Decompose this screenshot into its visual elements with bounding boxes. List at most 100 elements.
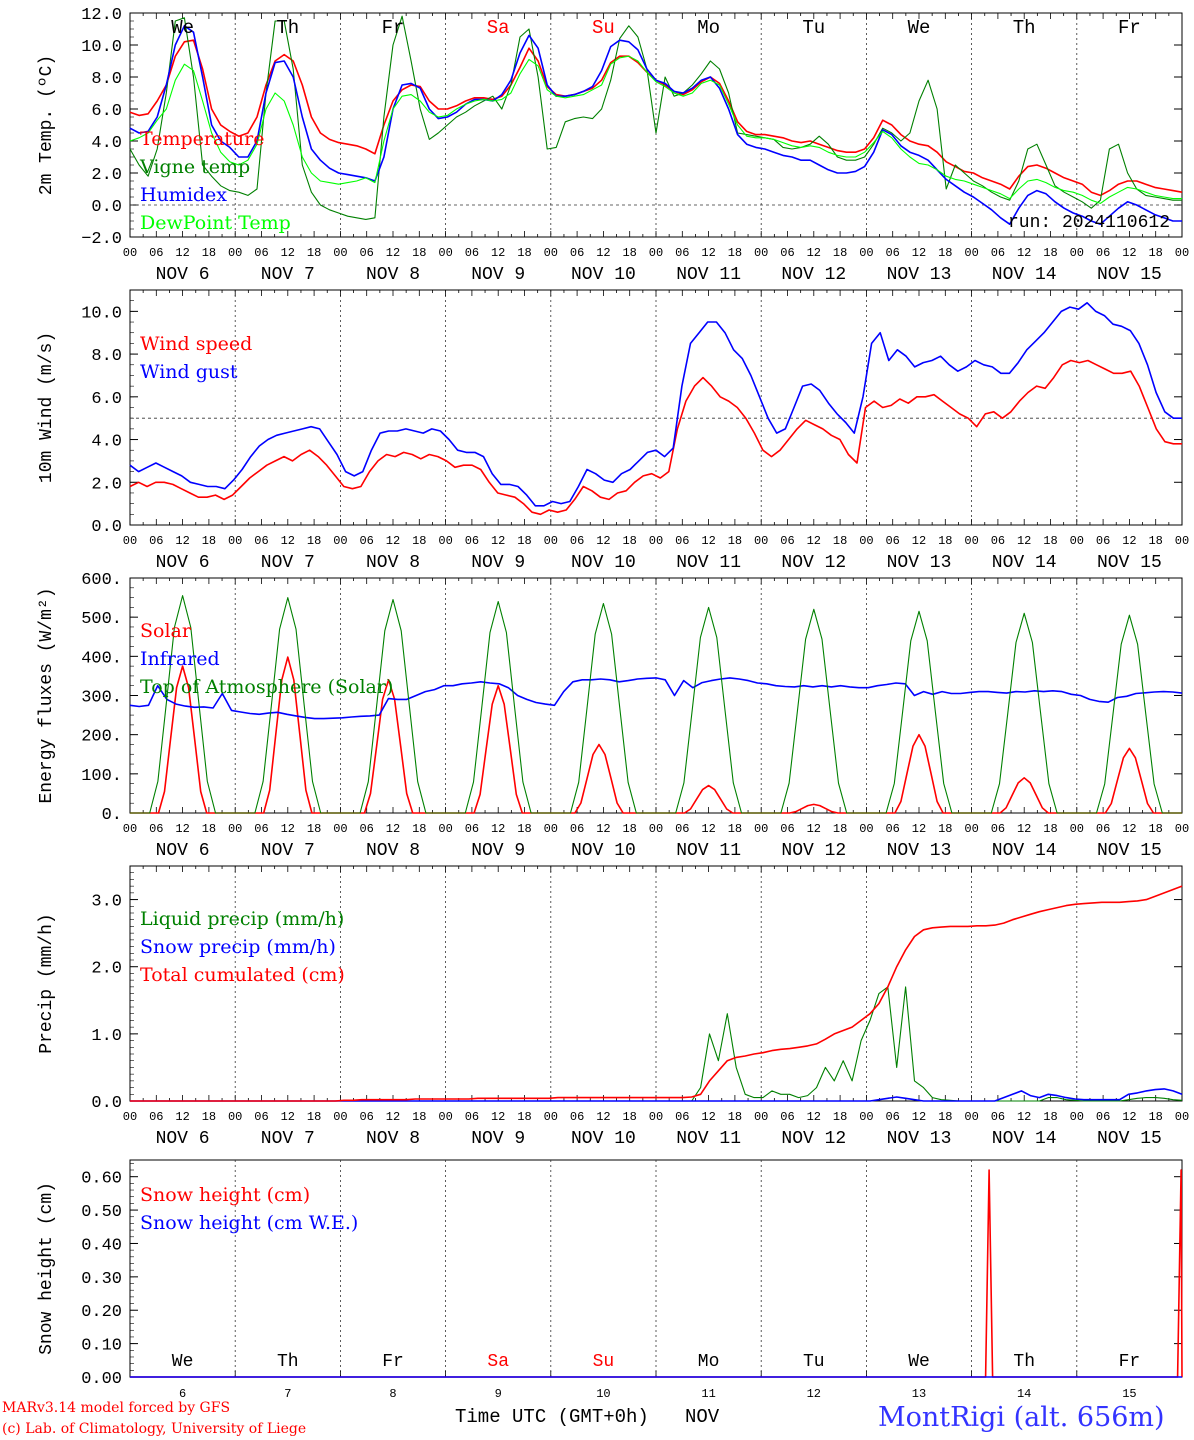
hour-tick-label: 06 <box>1096 246 1110 260</box>
hour-tick-label: 18 <box>833 246 847 260</box>
hour-tick-label: 18 <box>307 246 321 260</box>
date-tick-label: NOV 9 <box>471 841 525 861</box>
hour-tick-label: 00 <box>649 534 663 548</box>
y-tick-label: 4.0 <box>91 134 122 153</box>
date-tick-label: NOV 8 <box>366 841 420 861</box>
hour-tick-label: 00 <box>438 246 452 260</box>
hour-tick-label: 00 <box>438 1110 452 1124</box>
hour-tick-label: 18 <box>938 246 952 260</box>
hour-tick-label: 12 <box>596 534 610 548</box>
y-tick-label: 6.0 <box>91 102 122 121</box>
hour-tick-label: 06 <box>570 1110 584 1124</box>
hour-tick-label: 06 <box>1096 534 1110 548</box>
hour-tick-label: 06 <box>991 822 1005 836</box>
hour-tick-label: 12 <box>807 534 821 548</box>
hour-tick-label: 06 <box>149 822 163 836</box>
date-tick-label: NOV 13 <box>887 553 952 573</box>
hour-tick-label: 06 <box>780 534 794 548</box>
day-name-label: Th <box>276 17 299 39</box>
station-label: MontRigi (alt. 656m) <box>878 1402 1165 1433</box>
day-name-label: We <box>171 17 194 39</box>
y-tick-label: −2.0 <box>81 230 122 249</box>
date-tick-label: NOV 12 <box>781 265 846 285</box>
hour-tick-label: 12 <box>1122 534 1136 548</box>
hour-tick-label: 00 <box>228 534 242 548</box>
hour-tick-label: 12 <box>175 1110 189 1124</box>
hour-tick-label: 12 <box>596 822 610 836</box>
hour-tick-label: 00 <box>123 1110 137 1124</box>
hour-tick-label: 12 <box>491 822 505 836</box>
hour-tick-label: 06 <box>254 534 268 548</box>
hour-tick-label: 18 <box>938 1110 952 1124</box>
hour-tick-label: 18 <box>517 534 531 548</box>
y-tick-label: 0.0 <box>91 198 122 217</box>
hour-tick-label: 18 <box>833 534 847 548</box>
hour-tick-label: 18 <box>622 822 636 836</box>
hour-tick-label: 00 <box>1175 246 1189 260</box>
grid-layer <box>129 12 1183 1378</box>
hour-tick-label: 18 <box>202 534 216 548</box>
legend-entry: Wind gust <box>140 361 238 383</box>
y-tick-label: 0. <box>102 806 122 825</box>
date-tick-label: NOV 8 <box>366 265 420 285</box>
y-tick-label: 300. <box>81 689 122 708</box>
y-tick-label: 2.0 <box>91 475 122 494</box>
date-tick-label: NOV 7 <box>261 553 315 573</box>
y-tick-label: 12.0 <box>81 6 122 25</box>
hour-tick-label: 00 <box>964 822 978 836</box>
hour-tick-label: 06 <box>1096 822 1110 836</box>
day-name-label: Su <box>593 1352 615 1372</box>
hour-tick-label: 12 <box>596 246 610 260</box>
day-name-label: Sa <box>487 17 510 39</box>
day-number-label: 14 <box>1017 1387 1031 1401</box>
hour-tick-label: 18 <box>412 534 426 548</box>
hour-tick-label: 06 <box>1096 1110 1110 1124</box>
month-label: NOV <box>685 1406 720 1428</box>
series-line <box>129 15 1182 220</box>
hour-tick-label: 12 <box>912 1110 926 1124</box>
date-tick-label: NOV 10 <box>571 841 636 861</box>
date-tick-label: NOV 6 <box>156 553 210 573</box>
hour-tick-label: 12 <box>1122 246 1136 260</box>
hour-tick-label: 00 <box>1175 1110 1189 1124</box>
hour-tick-label: 06 <box>991 534 1005 548</box>
y-tick-label: 1.0 <box>91 1027 122 1046</box>
hour-tick-label: 18 <box>938 822 952 836</box>
hour-tick-label: 00 <box>649 1110 663 1124</box>
hour-tick-label: 00 <box>1070 822 1084 836</box>
hour-tick-label: 12 <box>701 1110 715 1124</box>
day-name-label: We <box>172 1352 194 1372</box>
hour-tick-label: 18 <box>202 1110 216 1124</box>
hour-tick-label: 18 <box>622 534 636 548</box>
day-number-label: 11 <box>701 1387 715 1401</box>
hour-tick-label: 18 <box>1043 1110 1057 1124</box>
day-name-label: Su <box>592 17 615 39</box>
date-tick-label: NOV 10 <box>571 265 636 285</box>
date-tick-label: NOV 13 <box>887 841 952 861</box>
hour-tick-label: 00 <box>544 1110 558 1124</box>
hour-tick-label: 18 <box>1148 534 1162 548</box>
hour-tick-label: 18 <box>622 246 636 260</box>
hour-tick-label: 00 <box>228 1110 242 1124</box>
x-axis-title: Time UTC (GMT+0h) <box>455 1406 649 1428</box>
hour-tick-label: 00 <box>754 822 768 836</box>
date-tick-label: NOV 15 <box>1097 1129 1162 1149</box>
hour-tick-label: 06 <box>149 534 163 548</box>
hour-tick-label: 12 <box>281 1110 295 1124</box>
copyright: (c) Lab. of Climatology, University of L… <box>2 1421 306 1437</box>
hour-tick-label: 00 <box>438 822 452 836</box>
hour-tick-label: 06 <box>885 246 899 260</box>
legend-entry: Vigne temp <box>139 156 250 178</box>
hour-tick-label: 12 <box>912 246 926 260</box>
date-tick-label: NOV 12 <box>781 1129 846 1149</box>
hour-tick-label: 00 <box>333 822 347 836</box>
y-tick-label: 0.60 <box>81 1170 122 1189</box>
hour-tick-label: 18 <box>202 246 216 260</box>
legend-entry: Top of Atmosphere (Solar) <box>140 676 393 698</box>
hour-tick-label: 12 <box>1017 534 1031 548</box>
hour-tick-label: 12 <box>1122 1110 1136 1124</box>
hour-tick-label: 12 <box>1017 1110 1031 1124</box>
day-name-label: Th <box>1013 1352 1035 1372</box>
run-label: run: 2024110612 <box>1008 213 1170 233</box>
date-tick-label: NOV 9 <box>471 265 525 285</box>
